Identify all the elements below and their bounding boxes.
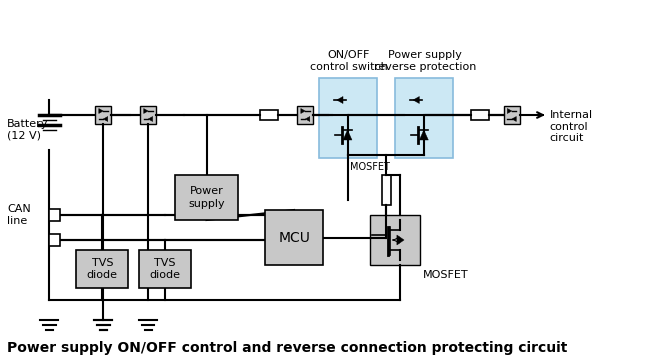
Bar	[76, 250, 129, 288]
Bar	[49, 209, 60, 221]
Polygon shape	[337, 96, 343, 104]
Text: Power supply ON/OFF control and reverse connection protecting circuit: Power supply ON/OFF control and reverse …	[7, 341, 568, 355]
Text: CAN
line: CAN line	[7, 204, 31, 226]
Bar	[175, 175, 238, 220]
Bar	[472, 110, 490, 120]
Text: MCU: MCU	[278, 231, 310, 244]
Polygon shape	[143, 109, 148, 113]
Bar	[297, 106, 313, 124]
Text: Power
supply: Power supply	[188, 186, 225, 209]
Text: MOSFET: MOSFET	[422, 270, 468, 280]
Bar	[260, 110, 278, 120]
Text: MOSFET: MOSFET	[350, 162, 390, 172]
Polygon shape	[507, 109, 512, 113]
Text: Battery
(12 V): Battery (12 V)	[7, 119, 48, 141]
Polygon shape	[301, 109, 306, 113]
Bar	[370, 215, 420, 265]
Polygon shape	[413, 96, 419, 104]
Polygon shape	[343, 130, 352, 140]
Bar	[395, 78, 453, 158]
Polygon shape	[512, 117, 516, 122]
Polygon shape	[99, 109, 103, 113]
Bar	[140, 106, 156, 124]
Bar	[382, 175, 391, 205]
Polygon shape	[397, 235, 404, 245]
Polygon shape	[148, 117, 152, 122]
Text: TVS
diode: TVS diode	[150, 258, 181, 280]
Bar	[139, 250, 191, 288]
Text: Power supply
reverse protection: Power supply reverse protection	[373, 51, 476, 72]
Polygon shape	[419, 130, 428, 140]
Text: TVS
diode: TVS diode	[87, 258, 118, 280]
Bar	[49, 234, 60, 246]
Text: ON/OFF
control switch: ON/OFF control switch	[309, 51, 388, 72]
Bar	[318, 78, 377, 158]
Text: Internal
control
circuit: Internal control circuit	[550, 110, 592, 143]
Polygon shape	[306, 117, 310, 122]
Polygon shape	[103, 117, 108, 122]
Bar	[95, 106, 111, 124]
Bar	[265, 210, 323, 265]
Bar	[504, 106, 520, 124]
